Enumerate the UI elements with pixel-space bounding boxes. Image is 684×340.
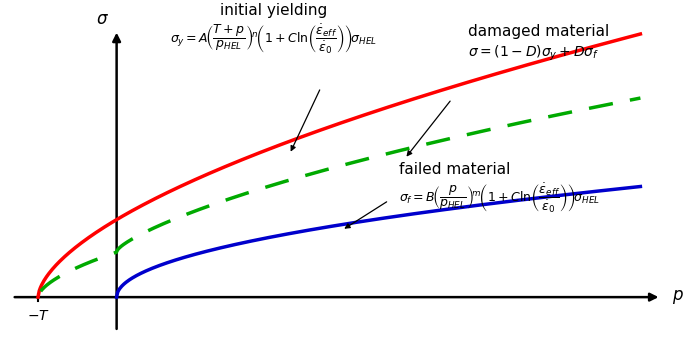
Text: damaged material: damaged material <box>468 24 609 39</box>
Text: $\sigma$: $\sigma$ <box>96 10 109 28</box>
Text: $\sigma_f = B\!\left(\dfrac{p}{p_{HEL}}\right)^{\!m}\!\left(1 + C\ln\!\left(\dfr: $\sigma_f = B\!\left(\dfrac{p}{p_{HEL}}\… <box>399 182 601 215</box>
Text: $\sigma_y = A\!\left(\dfrac{T+p}{p_{HEL}}\right)^{\!n}\!\left(1 + C\ln\!\left(\d: $\sigma_y = A\!\left(\dfrac{T+p}{p_{HEL}… <box>170 23 377 56</box>
Text: failed material: failed material <box>399 162 511 177</box>
Text: $\sigma = (1-D)\sigma_y + D\sigma_f$: $\sigma = (1-D)\sigma_y + D\sigma_f$ <box>468 44 599 63</box>
Text: initial yielding: initial yielding <box>220 3 328 18</box>
Text: $-T$: $-T$ <box>27 309 49 323</box>
Text: $p$: $p$ <box>672 288 684 306</box>
